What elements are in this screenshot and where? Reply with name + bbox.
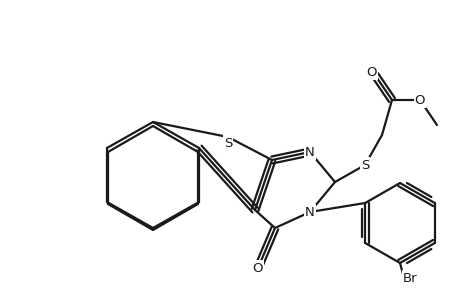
Text: O: O: [366, 65, 376, 79]
Text: Br: Br: [402, 272, 416, 284]
Text: N: N: [304, 146, 314, 158]
Text: S: S: [360, 158, 369, 172]
Text: O: O: [414, 94, 424, 106]
Text: N: N: [304, 206, 314, 218]
Text: S: S: [224, 136, 232, 149]
Text: O: O: [252, 262, 263, 275]
